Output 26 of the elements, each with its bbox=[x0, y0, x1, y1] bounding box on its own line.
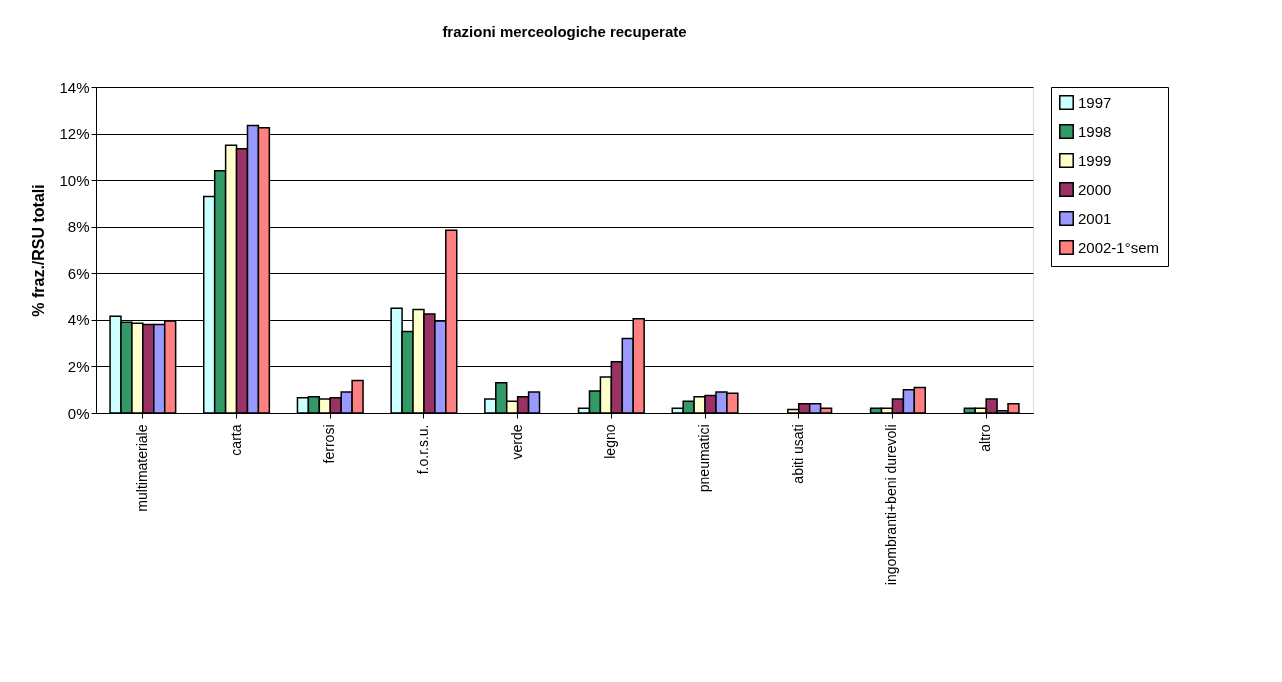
legend-label: 1999 bbox=[1078, 151, 1112, 169]
x-tick-label: pneumatici bbox=[696, 424, 713, 493]
legend-label: 1998 bbox=[1078, 122, 1112, 140]
x-tick-label: legno bbox=[602, 424, 619, 459]
y-tick-label: 8% bbox=[67, 218, 90, 236]
legend-label: 1997 bbox=[1078, 93, 1112, 111]
x-tick-label: carta bbox=[227, 424, 244, 456]
x-tick-label: multimateriale bbox=[133, 424, 150, 512]
legend-label: 2002-1°sem bbox=[1078, 238, 1160, 256]
y-tick-label: 6% bbox=[67, 264, 90, 282]
x-tick-label: ferrosi bbox=[321, 424, 338, 464]
y-tick-label: 12% bbox=[59, 125, 90, 143]
chart-title: frazioni merceologiche recuperate bbox=[442, 23, 687, 40]
legend-label: 2000 bbox=[1078, 180, 1112, 198]
y-axis-title: % fraz./RSU totali bbox=[30, 184, 48, 317]
x-tick-label: f.o.r.s.u. bbox=[414, 424, 431, 475]
x-tick-label: abiti usati bbox=[789, 424, 806, 484]
y-tick-label: 4% bbox=[67, 311, 90, 329]
y-tick-label: 14% bbox=[59, 78, 90, 96]
x-tick-label: verde bbox=[508, 424, 525, 460]
y-tick-label: 10% bbox=[59, 171, 90, 189]
y-tick-label: 0% bbox=[67, 404, 90, 422]
x-tick-label: altro bbox=[977, 424, 994, 452]
x-tick-label: ingombranti+beni durevoli bbox=[883, 424, 900, 586]
y-tick-label: 2% bbox=[67, 357, 90, 375]
legend-label: 2001 bbox=[1078, 209, 1112, 227]
